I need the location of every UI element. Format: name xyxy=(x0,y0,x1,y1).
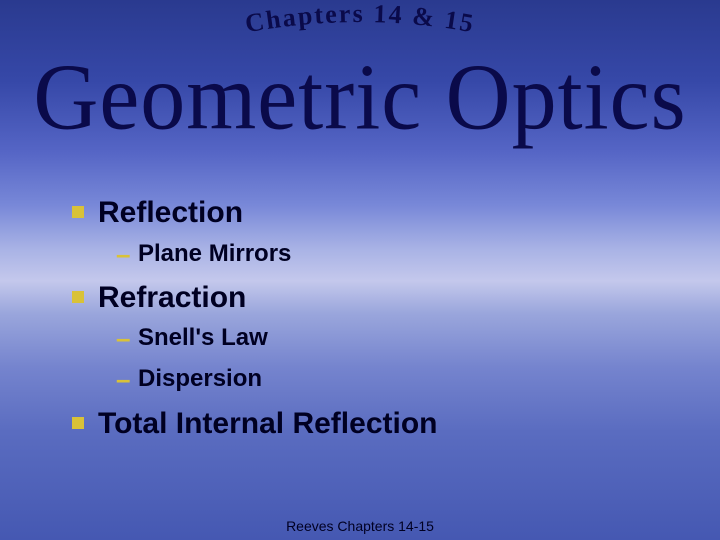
bullet-text: Total Internal Reflection xyxy=(98,407,437,440)
subtitle-text: Chapters 14 & 15 xyxy=(243,0,477,38)
bullet-text: Refraction xyxy=(98,281,246,314)
content-list: Reflection Plane Mirrors Refraction Snel… xyxy=(72,194,680,448)
bullet-text: Dispersion xyxy=(138,365,262,392)
bullet-l2: Plane Mirrors xyxy=(116,238,680,269)
bullet-text: Snell's Law xyxy=(138,324,268,351)
bullet-l1: Refraction xyxy=(72,279,680,317)
bullet-text: Plane Mirrors xyxy=(138,240,291,267)
bullet-l1: Reflection xyxy=(72,194,680,232)
bullet-l2: Dispersion xyxy=(116,363,680,394)
footer-text: Reeves Chapters 14-15 xyxy=(0,518,720,534)
bullet-l2: Snell's Law xyxy=(116,322,680,353)
main-title: Geometric Optics xyxy=(0,43,720,151)
bullet-l1: Total Internal Reflection xyxy=(72,405,680,443)
bullet-text: Reflection xyxy=(98,196,243,229)
